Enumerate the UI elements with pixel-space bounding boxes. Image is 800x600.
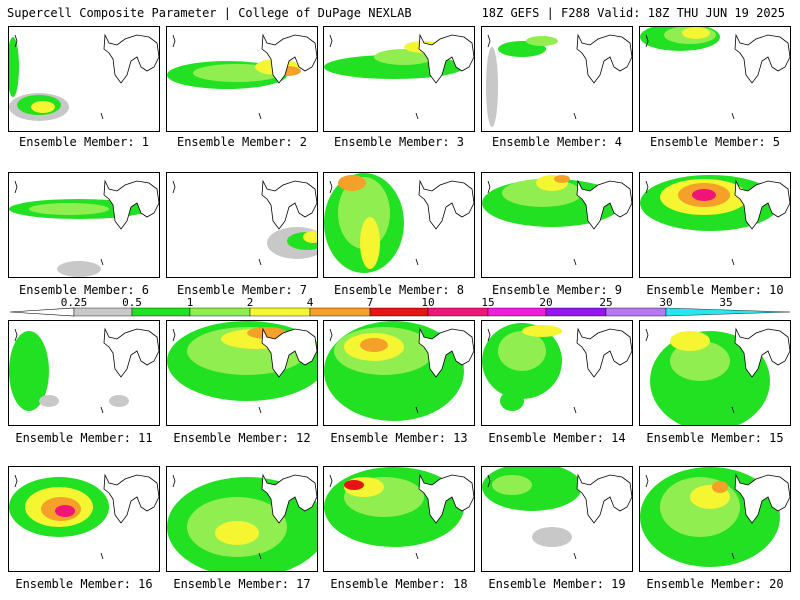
ensemble-member-label: Ensemble Member: 3 bbox=[333, 135, 465, 149]
great-lakes-outline bbox=[261, 33, 317, 84]
colorbar-tick-label: 4 bbox=[307, 296, 314, 309]
great-lakes-outline bbox=[103, 327, 159, 378]
ensemble-member-map bbox=[639, 320, 791, 426]
ensemble-member-map bbox=[8, 26, 160, 132]
colorbar-tick-label: 30 bbox=[659, 296, 672, 309]
field-shading bbox=[9, 37, 69, 121]
ensemble-member-map bbox=[8, 466, 160, 572]
great-lakes-outline bbox=[734, 327, 790, 378]
ensemble-member-map bbox=[323, 172, 475, 278]
colorbar-tick-label: 0.5 bbox=[122, 296, 142, 309]
ensemble-member-label: Ensemble Member: 8 bbox=[333, 283, 465, 297]
ensemble-member-label: Ensemble Member: 6 bbox=[18, 283, 150, 297]
colorbar-segment bbox=[427, 307, 489, 317]
field-shading bbox=[640, 27, 720, 51]
ensemble-member-label: Ensemble Member: 20 bbox=[646, 577, 784, 591]
ensemble-member-map bbox=[166, 466, 318, 572]
ensemble-member-label: Ensemble Member: 11 bbox=[15, 431, 153, 445]
map-title: Supercell Composite Parameter | College … bbox=[7, 6, 412, 20]
run-info: 18Z GEFS | F288 Valid: 18Z THU JUN 19 20… bbox=[481, 6, 785, 20]
great-lakes-outline bbox=[734, 33, 790, 84]
colorbar-segment bbox=[309, 307, 371, 317]
field-shading bbox=[486, 36, 558, 127]
great-lakes-outline bbox=[734, 179, 790, 230]
ensemble-member-map bbox=[639, 172, 791, 278]
field-shading bbox=[482, 467, 582, 547]
field-shading bbox=[640, 175, 780, 231]
great-lakes-outline bbox=[576, 473, 632, 524]
field-shading bbox=[650, 331, 770, 425]
great-lakes-outline bbox=[418, 327, 474, 378]
colorbar-under-arrow bbox=[10, 307, 75, 317]
great-lakes-outline bbox=[261, 473, 317, 524]
ensemble-member-label: Ensemble Member: 16 bbox=[15, 577, 153, 591]
colorbar-segment bbox=[487, 307, 547, 317]
great-lakes-outline bbox=[418, 473, 474, 524]
great-lakes-outline bbox=[261, 327, 317, 378]
colorbar-segment bbox=[605, 307, 667, 317]
ensemble-member-label: Ensemble Member: 4 bbox=[491, 135, 623, 149]
colorbar-tick-label: 7 bbox=[367, 296, 374, 309]
ensemble-member-label: Ensemble Member: 5 bbox=[649, 135, 781, 149]
color-legend: 0.25 0.5 1 2 4 7 10 15 20 25 30 35 bbox=[10, 296, 790, 317]
colorbar-segment bbox=[249, 307, 311, 317]
ensemble-member-map bbox=[8, 172, 160, 278]
ensemble-member-map bbox=[323, 26, 475, 132]
ensemble-member-map bbox=[8, 320, 160, 426]
ensemble-member-map bbox=[639, 26, 791, 132]
field-shading bbox=[267, 227, 317, 259]
ensemble-member-label: Ensemble Member: 10 bbox=[646, 283, 784, 297]
great-lakes-outline bbox=[261, 179, 317, 230]
ensemble-member-label: Ensemble Member: 9 bbox=[491, 283, 623, 297]
great-lakes-outline bbox=[576, 327, 632, 378]
colorbar-segment bbox=[131, 307, 191, 317]
ensemble-member-map bbox=[323, 466, 475, 572]
ensemble-member-map bbox=[481, 466, 633, 572]
colorbar-segment bbox=[369, 307, 429, 317]
field-shading bbox=[9, 331, 129, 411]
great-lakes-outline bbox=[418, 179, 474, 230]
ensemble-member-label: Ensemble Member: 15 bbox=[646, 431, 784, 445]
colorbar-tick-label: 20 bbox=[539, 296, 552, 309]
ensemble-member-map bbox=[481, 172, 633, 278]
great-lakes-outline bbox=[103, 179, 159, 230]
great-lakes-outline bbox=[734, 473, 790, 524]
ensemble-member-label: Ensemble Member: 19 bbox=[488, 577, 626, 591]
field-shading bbox=[482, 323, 562, 411]
ensemble-member-map bbox=[639, 466, 791, 572]
colorbar-tick-label: 25 bbox=[599, 296, 612, 309]
ensemble-member-label: Ensemble Member: 1 bbox=[18, 135, 150, 149]
colorbar-tick-label: 15 bbox=[481, 296, 494, 309]
great-lakes-outline bbox=[576, 33, 632, 84]
colorbar-tick-label: 0.25 bbox=[61, 296, 88, 309]
ensemble-member-label: Ensemble Member: 17 bbox=[173, 577, 311, 591]
colorbar-tick-label: 1 bbox=[187, 296, 194, 309]
ensemble-member-label: Ensemble Member: 14 bbox=[488, 431, 626, 445]
map-header: Supercell Composite Parameter | College … bbox=[0, 0, 800, 24]
ensemble-member-label: Ensemble Member: 7 bbox=[176, 283, 308, 297]
ensemble-member-map bbox=[166, 320, 318, 426]
great-lakes-outline bbox=[103, 473, 159, 524]
ensemble-member-label: Ensemble Member: 18 bbox=[330, 577, 468, 591]
ensemble-member-map bbox=[481, 26, 633, 132]
colorbar-segment bbox=[73, 307, 133, 317]
ensemble-member-label: Ensemble Member: 12 bbox=[173, 431, 311, 445]
ensemble-member-map bbox=[323, 320, 475, 426]
colorbar-tick-label: 35 bbox=[719, 296, 732, 309]
great-lakes-outline bbox=[103, 33, 159, 84]
colorbar-segment bbox=[545, 307, 607, 317]
field-shading bbox=[9, 477, 109, 537]
ensemble-member-label: Ensemble Member: 13 bbox=[330, 431, 468, 445]
colorbar-tick-label: 2 bbox=[247, 296, 254, 309]
colorbar-segment bbox=[665, 307, 790, 317]
great-lakes-outline bbox=[576, 179, 632, 230]
great-lakes-outline bbox=[418, 33, 474, 84]
ensemble-member-map bbox=[166, 26, 318, 132]
colorbar-segment bbox=[189, 307, 251, 317]
ensemble-member-label: Ensemble Member: 2 bbox=[176, 135, 308, 149]
field-shading bbox=[324, 173, 404, 273]
colorbar-tick-label: 10 bbox=[421, 296, 434, 309]
ensemble-member-map bbox=[166, 172, 318, 278]
ensemble-member-map bbox=[481, 320, 633, 426]
